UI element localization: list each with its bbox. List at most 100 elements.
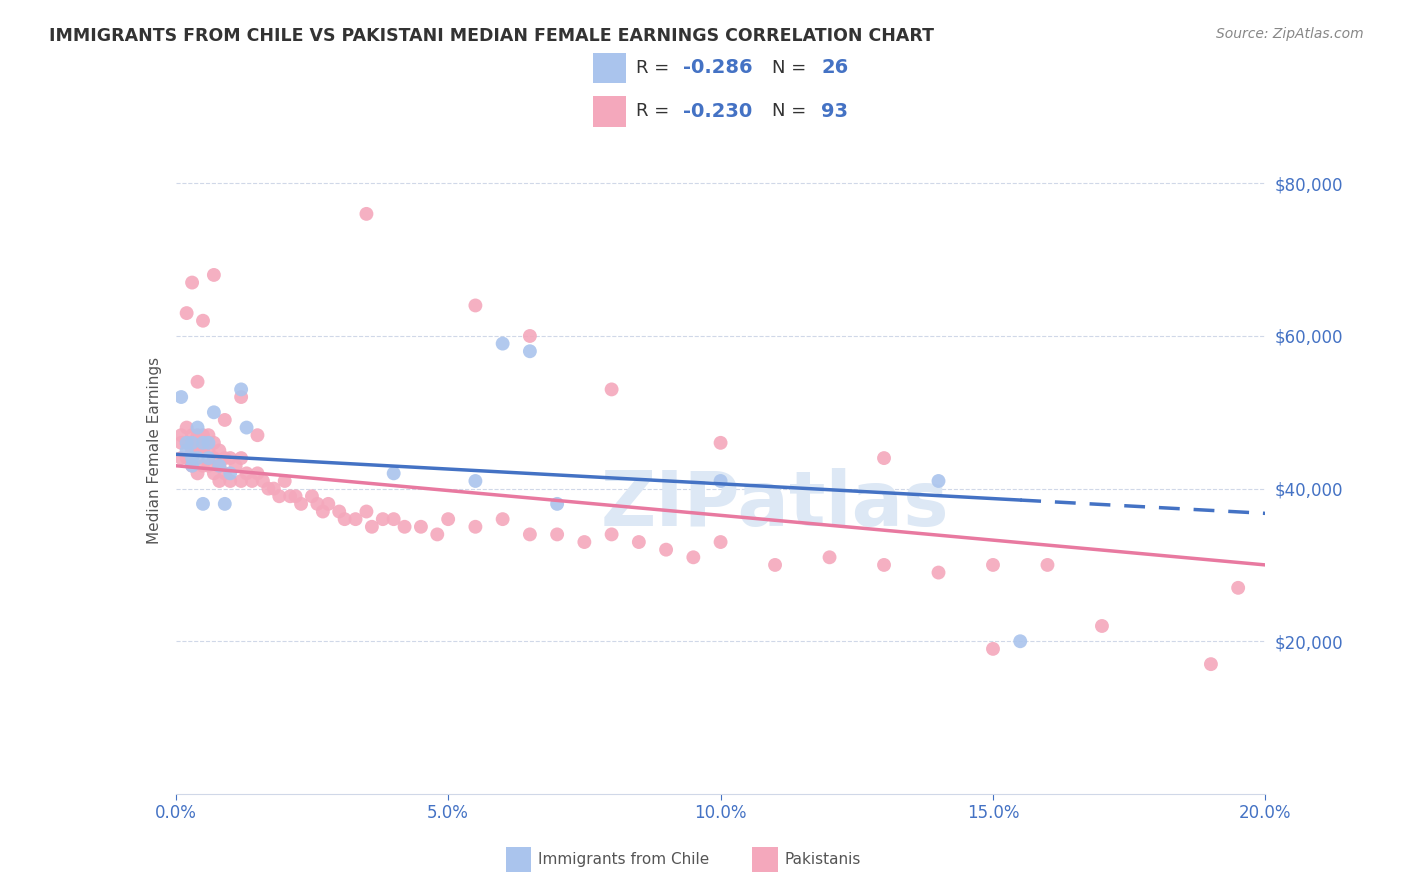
Point (574, 535, 596, 549)
Point (225, 458, 247, 473)
Point (231, 451, 253, 466)
Point (1227, 581, 1250, 595)
Point (208, 474, 231, 488)
Point (1091, 619, 1114, 633)
Point (231, 474, 253, 488)
Point (197, 451, 219, 466)
Point (214, 497, 236, 511)
Point (186, 375, 209, 389)
Point (181, 443, 204, 458)
Point (981, 641, 1004, 656)
Point (191, 497, 214, 511)
Point (186, 451, 209, 466)
Point (186, 443, 209, 458)
Point (312, 504, 335, 518)
Point (928, 566, 950, 580)
Point (202, 405, 225, 419)
Point (246, 467, 269, 481)
Point (170, 451, 193, 466)
Point (437, 512, 460, 526)
Point (426, 527, 449, 541)
Point (208, 458, 231, 473)
Point (170, 390, 193, 404)
Text: R =: R = (637, 59, 675, 77)
Point (627, 535, 650, 549)
Point (176, 306, 198, 320)
Point (191, 458, 214, 473)
Text: IMMIGRANTS FROM CHILE VS PAKISTANI MEDIAN FEMALE EARNINGS CORRELATION CHART: IMMIGRANTS FROM CHILE VS PAKISTANI MEDIA… (49, 27, 934, 45)
Point (191, 435, 214, 450)
Point (181, 435, 204, 450)
Text: ZIPatlas: ZIPatlas (600, 468, 949, 542)
Point (519, 344, 541, 359)
Point (191, 435, 214, 450)
Text: 26: 26 (821, 59, 849, 78)
Point (492, 512, 515, 526)
Point (382, 512, 405, 526)
Point (186, 467, 209, 481)
Text: N =: N = (772, 103, 811, 120)
Point (170, 428, 193, 442)
Text: Pakistanis: Pakistanis (785, 853, 860, 867)
Point (257, 482, 280, 496)
Point (600, 527, 623, 541)
Point (356, 504, 378, 518)
Point (546, 497, 568, 511)
Point (186, 420, 209, 434)
Point (371, 512, 394, 526)
Point (710, 435, 733, 450)
Point (181, 458, 204, 473)
Y-axis label: Median Female Earnings: Median Female Earnings (146, 357, 162, 544)
Point (382, 467, 405, 481)
Point (981, 558, 1004, 572)
Point (333, 512, 356, 526)
Point (519, 329, 541, 343)
Text: -0.286: -0.286 (683, 59, 752, 78)
Point (519, 527, 541, 541)
Text: R =: R = (637, 103, 675, 120)
Bar (593, 53, 627, 83)
Point (186, 428, 209, 442)
Point (1199, 657, 1222, 672)
Point (191, 428, 214, 442)
Point (763, 558, 786, 572)
Point (240, 474, 263, 488)
Text: N =: N = (772, 59, 811, 77)
Point (181, 451, 204, 466)
Point (202, 451, 225, 466)
Point (202, 467, 225, 481)
Point (263, 482, 285, 496)
Point (655, 542, 678, 557)
Point (214, 467, 236, 481)
Point (197, 435, 219, 450)
Point (682, 550, 704, 565)
Text: Immigrants from Chile: Immigrants from Chile (538, 853, 710, 867)
Point (202, 268, 225, 282)
Point (492, 336, 515, 351)
Point (464, 474, 486, 488)
Point (356, 207, 378, 221)
Point (170, 435, 193, 450)
Point (176, 451, 198, 466)
Point (873, 558, 896, 572)
Point (328, 504, 350, 518)
Point (181, 276, 204, 290)
Point (928, 474, 950, 488)
Point (181, 458, 204, 473)
Point (231, 383, 253, 397)
Point (600, 383, 623, 397)
Point (176, 443, 198, 458)
Point (208, 443, 231, 458)
Point (818, 550, 841, 565)
Point (710, 535, 733, 549)
Point (1036, 558, 1059, 572)
Point (208, 458, 231, 473)
Point (344, 512, 367, 526)
Point (290, 497, 312, 511)
Point (318, 497, 340, 511)
Point (235, 420, 257, 434)
Point (394, 520, 416, 534)
Point (176, 435, 198, 450)
Point (409, 520, 432, 534)
Point (269, 489, 291, 503)
